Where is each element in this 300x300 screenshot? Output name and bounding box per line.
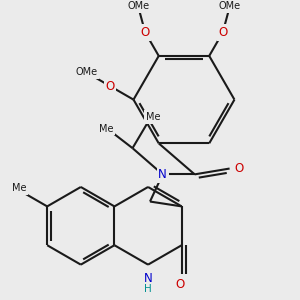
Text: OMe: OMe — [219, 1, 241, 11]
Text: H: H — [144, 284, 152, 294]
Text: O: O — [175, 278, 184, 291]
Text: OMe: OMe — [75, 68, 98, 77]
Text: N: N — [158, 168, 167, 181]
Text: Me: Me — [11, 183, 26, 193]
Text: OMe: OMe — [127, 1, 149, 11]
Text: Me: Me — [99, 124, 114, 134]
Text: O: O — [235, 162, 244, 175]
Text: O: O — [140, 26, 150, 39]
Text: Me: Me — [146, 112, 160, 122]
Text: O: O — [218, 26, 227, 39]
Text: O: O — [105, 80, 115, 92]
Text: N: N — [144, 272, 152, 285]
